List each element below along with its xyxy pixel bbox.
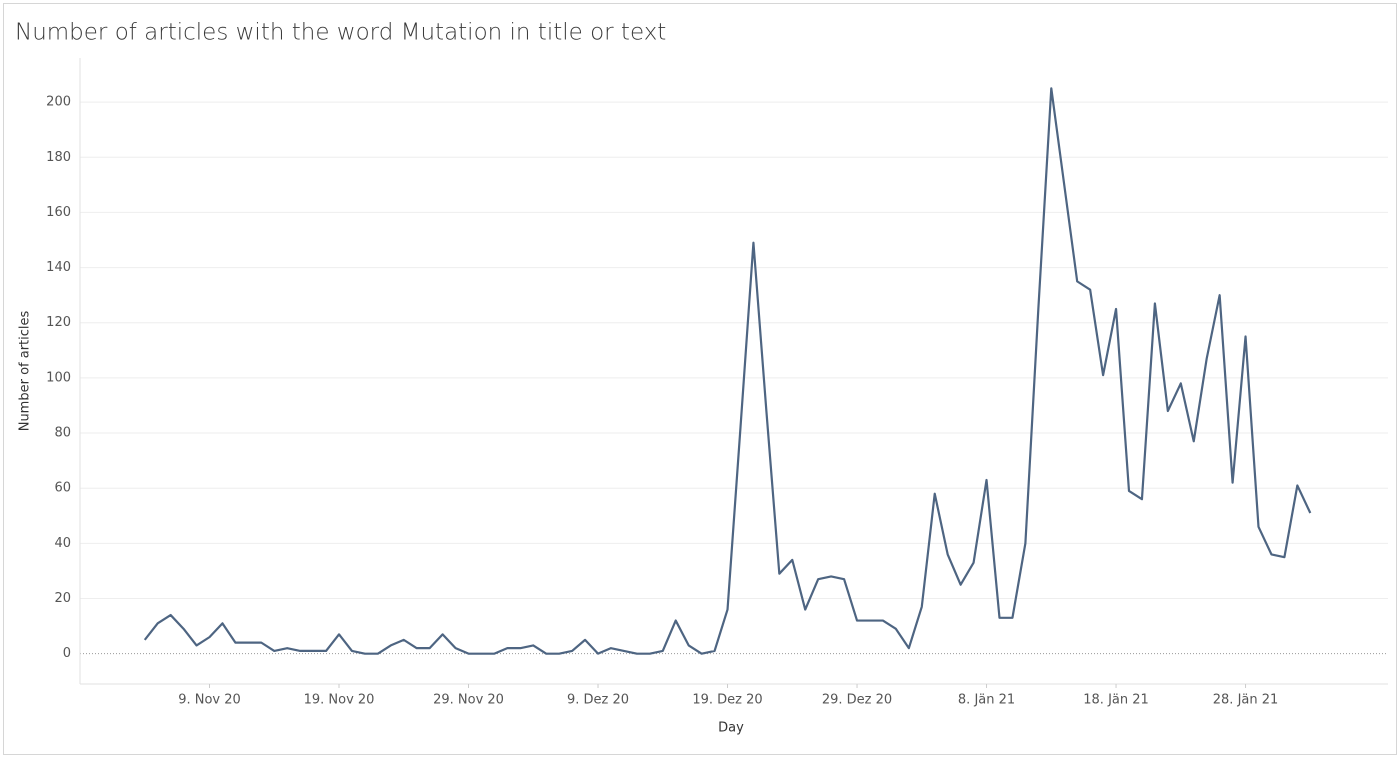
y-tick-label: 100 (46, 370, 71, 385)
y-tick-label: 140 (46, 260, 71, 275)
y-tick-label: 80 (54, 426, 71, 441)
y-tick-label: 20 (54, 591, 71, 606)
y-axis-title: Number of articles (18, 310, 33, 431)
x-tick-label: 8. Jän 21 (958, 693, 1015, 708)
y-tick-label: 180 (46, 150, 71, 165)
x-tick-label: 29. Nov 20 (433, 693, 504, 708)
y-tick-label: 120 (46, 315, 71, 330)
data-line (143, 87, 1312, 655)
frame (3, 3, 1397, 755)
y-tick-label: 200 (46, 95, 71, 110)
x-tick-label: 29. Dez 20 (822, 693, 892, 708)
x-tick-label: 9. Dez 20 (567, 693, 629, 708)
x-tick-label: 9. Nov 20 (178, 693, 241, 708)
y-tick-label: 0 (63, 646, 71, 661)
x-tick-label: 19. Dez 20 (692, 693, 762, 708)
x-tick-label: 28. Jän 21 (1213, 693, 1279, 708)
x-tick-label: 19. Nov 20 (304, 693, 375, 708)
x-axis-title: Day (718, 721, 744, 736)
y-tick-label: 60 (54, 481, 71, 496)
y-tick-label: 40 (54, 536, 71, 551)
chart-title: Number of articles with the word Mutatio… (15, 20, 666, 46)
x-tick-label: 18. Jän 21 (1083, 693, 1149, 708)
y-tick-label: 160 (46, 205, 71, 220)
